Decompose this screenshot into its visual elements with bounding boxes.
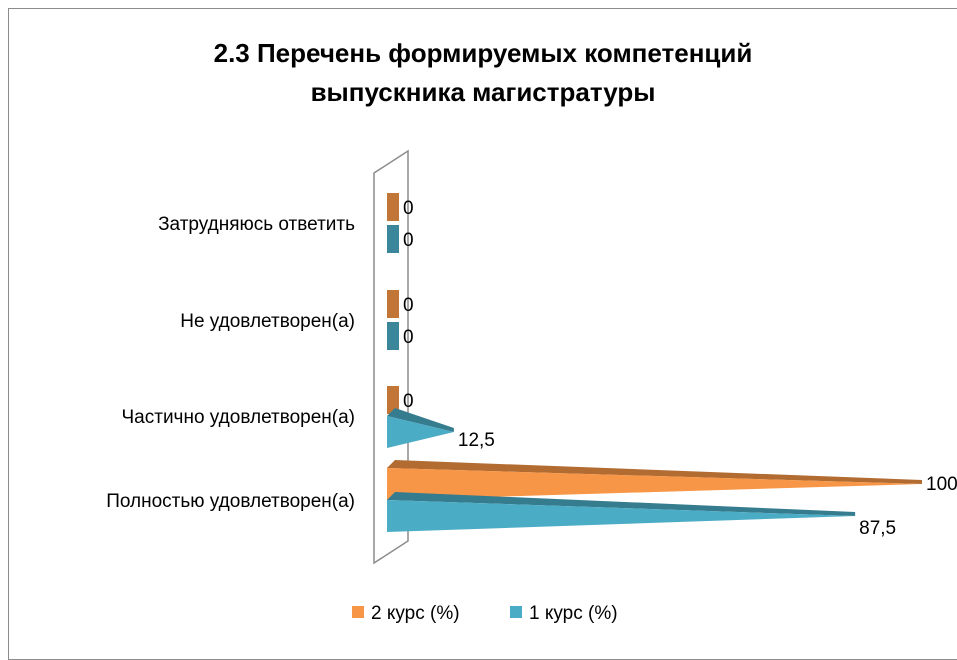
category-label-2: Не удовлетворен(а) <box>180 311 355 332</box>
legend-swatch-2-kurs <box>352 606 364 618</box>
bar-2-курс-1 <box>387 386 399 414</box>
data-label-2-курс-1: 0 <box>403 391 414 412</box>
category-label-3: Затрудняюсь ответить <box>158 214 355 235</box>
data-label-1-курс-3: 0 <box>403 230 414 251</box>
category-labels: Полностью удовлетворен(а) Частично удовле… <box>106 214 355 512</box>
category-label-1: Частично удовлетворен(а) <box>122 407 355 428</box>
bar-1-курс-3 <box>387 225 399 253</box>
bar-depth-2-курс-0 <box>387 460 922 484</box>
plot-side-wall <box>373 149 409 565</box>
data-label-2-курс-3: 0 <box>403 198 414 219</box>
data-label-1-курс-0: 87,5 <box>859 518 896 539</box>
bar-2-курс-3 <box>387 193 399 221</box>
bar-1-курс-0 <box>387 500 856 532</box>
data-label-2-курс-2: 0 <box>403 295 414 316</box>
bar-2-курс-2 <box>387 290 399 318</box>
plot-wall <box>373 149 409 565</box>
bar-depth-1-курс-0 <box>387 492 856 516</box>
bars <box>387 193 922 532</box>
bar-2-курс-0 <box>387 468 922 500</box>
legend-swatch-1-kurs <box>510 606 522 618</box>
data-label-2-курс-0: 100 <box>926 474 957 495</box>
chart-title-line-1: 2.3 Перечень формируемых компетенций <box>214 38 753 68</box>
legend: 2 курс (%) 1 курс (%) <box>352 603 618 624</box>
legend-label-1-kurs: 1 курс (%) <box>529 603 618 624</box>
data-labels: 100 87,5 0 12,5 0 0 0 0 <box>403 198 957 539</box>
data-label-1-курс-1: 12,5 <box>458 430 495 451</box>
bar-depth-1-курс-1 <box>387 408 454 432</box>
bar-1-курс-2 <box>387 322 399 350</box>
data-label-1-курс-2: 0 <box>403 327 414 348</box>
chart-frame <box>8 8 957 660</box>
chart-title-line-2: выпускника магистратуры <box>311 77 656 107</box>
chart-title: 2.3 Перечень формируемых компетенций вып… <box>214 38 753 107</box>
bar-1-курс-1 <box>387 416 454 448</box>
category-label-0: Полностью удовлетворен(а) <box>106 491 355 512</box>
legend-label-2-kurs: 2 курс (%) <box>371 603 460 624</box>
